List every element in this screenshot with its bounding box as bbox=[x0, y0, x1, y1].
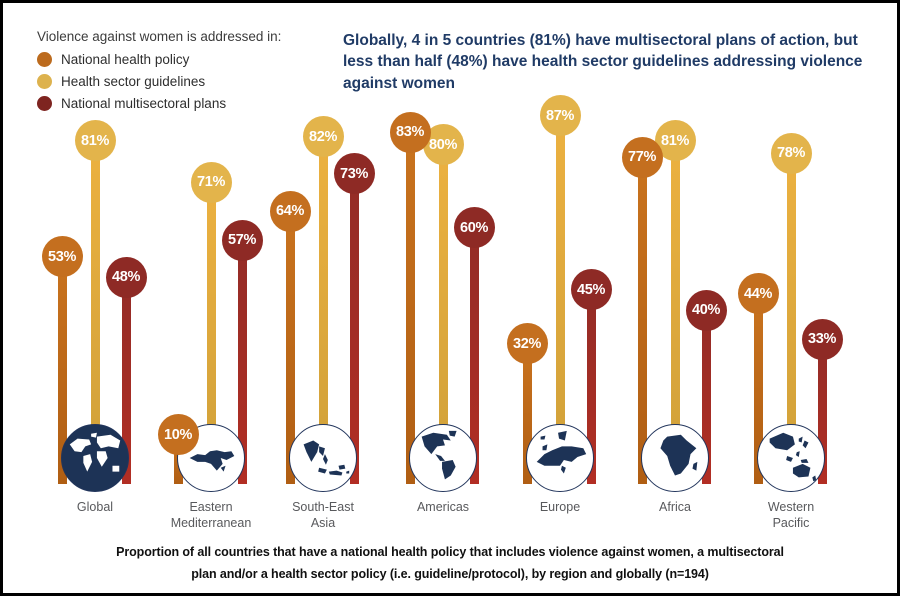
sector-guidelines-dot-icon bbox=[37, 74, 52, 89]
legend-item-sector-guidelines: Health sector guidelines bbox=[37, 74, 281, 89]
region-label-south-east-asia: South-East Asia bbox=[292, 500, 354, 531]
legend: Violence against women is addressed in: … bbox=[37, 29, 281, 118]
headline: Globally, 4 in 5 countries (81%) have mu… bbox=[343, 32, 863, 92]
legend-item-label: National multisectoral plans bbox=[61, 96, 227, 111]
lollipop-value-bubble-national-multisectoral-plans: 60% bbox=[453, 207, 495, 249]
lollipop-stem-national-health-policy bbox=[405, 132, 415, 484]
lollipop-stem-health-sector-guidelines bbox=[318, 136, 328, 484]
region-circle-global bbox=[61, 424, 129, 492]
lollipop-stem-national-multisectoral-plans bbox=[817, 339, 827, 484]
lollipop-value-bubble-health-sector-guidelines: 80% bbox=[422, 124, 464, 166]
region-circle-western-pacific bbox=[757, 424, 825, 492]
region-label-europe: Europe bbox=[539, 500, 581, 514]
lollipop-value-bubble-national-health-policy: 32% bbox=[506, 323, 548, 365]
lollipop-stem-national-health-policy bbox=[57, 256, 67, 484]
lollipop-stem-national-multisectoral-plans bbox=[237, 240, 247, 484]
lollipop-stem-health-sector-guidelines bbox=[555, 115, 565, 484]
americas-map-icon bbox=[421, 430, 457, 480]
region-circle-africa bbox=[641, 424, 709, 492]
region-label-americas: Americas bbox=[416, 500, 470, 514]
lollipop-value-bubble-national-health-policy: 44% bbox=[737, 273, 779, 315]
africa-map-icon bbox=[660, 434, 698, 476]
region-label-eastern-mediterranean: Eastern Mediterranean bbox=[170, 500, 252, 531]
lollipop-stem-national-multisectoral-plans bbox=[586, 289, 596, 484]
lollipop-value-bubble-national-health-policy: 83% bbox=[389, 111, 431, 153]
western-pacific-map-icon bbox=[769, 432, 817, 482]
lollipop-value-bubble-health-sector-guidelines: 81% bbox=[74, 120, 116, 162]
lollipop-value-bubble-national-health-policy: 64% bbox=[269, 190, 311, 232]
health-policy-dot-icon bbox=[37, 52, 52, 67]
legend-item-label: Health sector guidelines bbox=[61, 74, 206, 89]
multisectoral-plans-dot-icon bbox=[37, 96, 52, 111]
region-label-africa: Africa bbox=[659, 500, 691, 514]
region-circle-europe bbox=[526, 424, 594, 492]
legend-title: Violence against women is addressed in: bbox=[37, 29, 282, 44]
lollipop-stem-health-sector-guidelines bbox=[206, 182, 216, 484]
lollipop-value-bubble-health-sector-guidelines: 82% bbox=[302, 116, 344, 158]
lollipop-value-bubble-national-multisectoral-plans: 33% bbox=[801, 318, 843, 360]
legend-item-label: National health policy bbox=[61, 52, 190, 67]
lollipop-value-bubble-national-health-policy: 53% bbox=[41, 236, 83, 278]
lollipop-stem-health-sector-guidelines bbox=[90, 140, 100, 484]
lollipop-stem-national-health-policy bbox=[522, 343, 532, 484]
legend-item-multisectoral-plans: National multisectoral plans bbox=[37, 96, 281, 111]
lollipop-value-bubble-national-health-policy: 77% bbox=[621, 136, 663, 178]
lollipop-stem-health-sector-guidelines bbox=[438, 144, 448, 484]
lollipop-value-bubble-national-multisectoral-plans: 73% bbox=[333, 153, 375, 195]
world-map-icon bbox=[69, 432, 121, 472]
lollipop-value-bubble-health-sector-guidelines: 87% bbox=[539, 95, 581, 137]
region-label-western-pacific: Western Pacific bbox=[767, 500, 815, 531]
legend-item-health-policy: National health policy bbox=[37, 52, 281, 67]
footnote-caption: Proportion of all countries that have a … bbox=[116, 545, 784, 581]
europe-map-icon bbox=[536, 430, 587, 474]
lollipop-value-bubble-national-multisectoral-plans: 48% bbox=[105, 256, 147, 298]
lollipop-stem-national-health-policy bbox=[285, 211, 295, 484]
lollipop-value-bubble-health-sector-guidelines: 71% bbox=[190, 161, 232, 203]
south-east-asia-map-icon bbox=[303, 440, 350, 476]
lollipop-value-bubble-national-multisectoral-plans: 57% bbox=[221, 219, 263, 261]
lollipop-stem-health-sector-guidelines bbox=[786, 153, 796, 484]
lollipop-value-bubble-health-sector-guidelines: 78% bbox=[770, 132, 812, 174]
lollipop-stem-national-health-policy bbox=[753, 293, 763, 484]
lollipop-value-bubble-national-multisectoral-plans: 45% bbox=[570, 269, 612, 311]
lollipop-stem-health-sector-guidelines bbox=[670, 140, 680, 484]
lollipop-value-bubble-health-sector-guidelines: 81% bbox=[654, 120, 696, 162]
region-circle-americas bbox=[409, 424, 477, 492]
lollipop-value-bubble-national-multisectoral-plans: 40% bbox=[685, 289, 727, 331]
eastern-mediterranean-map-icon bbox=[189, 450, 235, 472]
lollipop-stem-national-multisectoral-plans bbox=[121, 277, 131, 484]
region-label-global: Global bbox=[76, 500, 114, 514]
lollipop-stem-national-multisectoral-plans bbox=[469, 227, 479, 484]
lollipop-stem-national-multisectoral-plans bbox=[349, 173, 359, 484]
lollipop-value-bubble-national-health-policy: 10% bbox=[157, 414, 199, 456]
region-circle-south-east-asia bbox=[289, 424, 357, 492]
lollipop-stem-national-health-policy bbox=[637, 157, 647, 484]
lollipop-stem-national-multisectoral-plans bbox=[701, 310, 711, 484]
